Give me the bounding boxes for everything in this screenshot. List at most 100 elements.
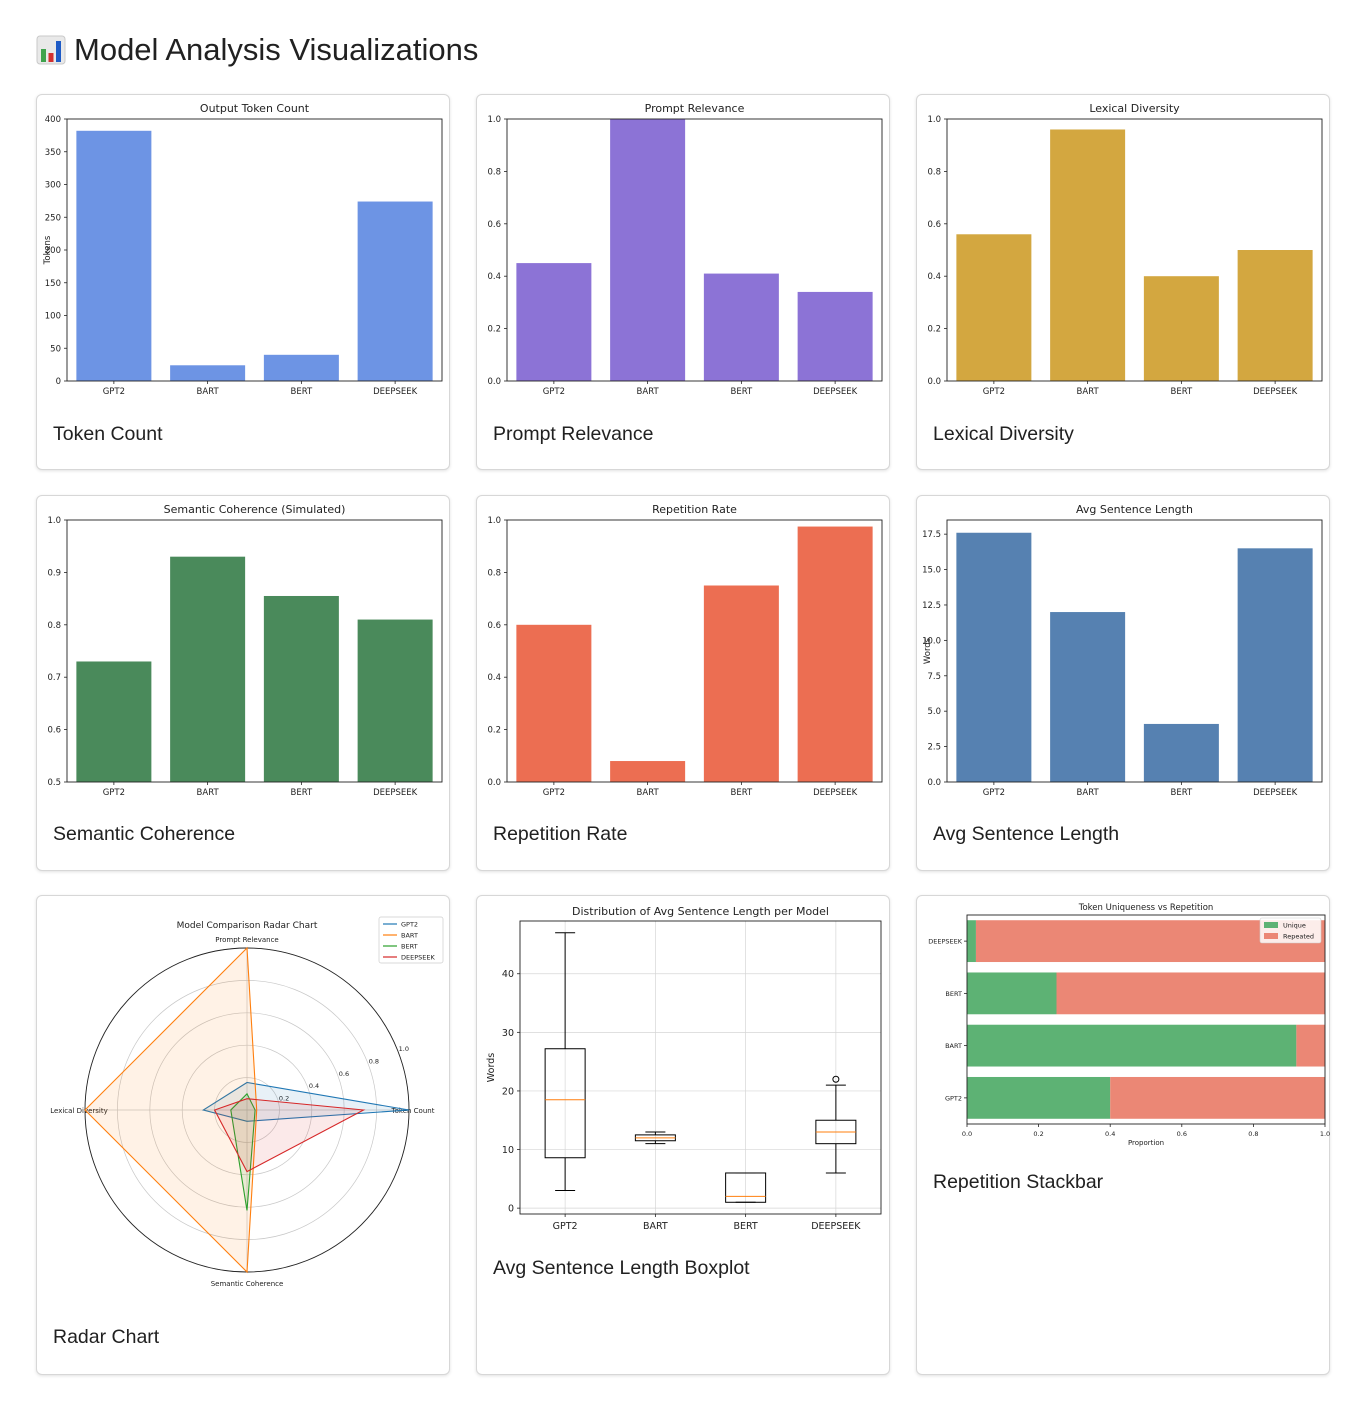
page-title: Model Analysis Visualizations: [36, 32, 478, 68]
x-tick-label: BART: [197, 387, 220, 397]
bar: [703, 585, 779, 782]
bar: [76, 661, 152, 782]
x-tick-label: 0.8: [1248, 1130, 1258, 1138]
legend-label: Unique: [1283, 922, 1306, 930]
chart-title: Avg Sentence Length: [1076, 503, 1193, 516]
y-tick-label: 350: [45, 148, 61, 158]
radar-axis-label: Lexical Diversity: [50, 1107, 108, 1115]
card-title: Avg Sentence Length: [933, 823, 1120, 845]
y-tick-label: 150: [45, 279, 61, 289]
x-tick-label: GPT2: [543, 788, 565, 798]
y-tick-label: 17.5: [922, 530, 941, 540]
x-tick-label: 0.2: [1033, 1130, 1043, 1138]
card-title: Token Count: [53, 423, 163, 445]
x-tick-label: 0.6: [1177, 1130, 1187, 1138]
x-tick-label: GPT2: [983, 788, 1005, 798]
card-title: Lexical Diversity: [933, 423, 1074, 445]
x-tick-label: BART: [637, 788, 660, 798]
y-tick-label: 250: [45, 213, 61, 223]
bar-unique: [967, 972, 1057, 1015]
bar: [1050, 612, 1126, 782]
x-tick-label: DEEPSEEK: [813, 387, 858, 397]
boxplot-chart: Distribution of Avg Sentence Length per …: [486, 905, 882, 1232]
y-tick-label: 0.8: [487, 167, 501, 177]
bar: [1143, 723, 1219, 782]
x-tick-label: BERT: [291, 788, 313, 798]
bar: [1050, 129, 1126, 381]
x-tick-label: BART: [637, 387, 660, 397]
y-tick-label: 0.6: [47, 726, 61, 736]
y-tick-label: 1.0: [487, 516, 501, 526]
y-tick-label: DEEPSEEK: [928, 938, 962, 946]
y-tick-label: 10.0: [922, 636, 941, 646]
radar-axis-label: Token Count: [391, 1107, 435, 1115]
x-tick-label: 1.0: [1320, 1130, 1330, 1138]
x-tick-label: DEEPSEEK: [373, 387, 418, 397]
bar-unique: [967, 1024, 1297, 1067]
x-tick-label: 0.0: [962, 1130, 972, 1138]
semantic-coherence-chart: Semantic Coherence (Simulated) GPT2 BART BE…: [47, 503, 443, 798]
y-tick-label: BART: [945, 1042, 962, 1050]
y-tick-label: 40: [502, 969, 514, 980]
box: [544, 1048, 586, 1159]
card-repetition-stackbar: Token Uniqueness vs Repetition GPT2 BART BE…: [916, 895, 1330, 1375]
x-tick-label: DEEPSEEK: [373, 788, 418, 798]
y-tick-label: 400: [45, 115, 61, 125]
radar-axis-label: Prompt Relevance: [215, 936, 278, 944]
y-tick-label: 0: [56, 377, 61, 387]
legend-label: GPT2: [401, 921, 418, 929]
y-tick-label: 0.8: [487, 568, 501, 578]
card-title: Repetition Stackbar: [933, 1171, 1104, 1193]
radar-series-deepseek: [213, 1098, 366, 1173]
x-tick-label: GPT2: [553, 1221, 578, 1232]
card-avg-sentence-length: Avg Sentence Length GPT2 BART BERT DEEPSEEK 0…: [916, 495, 1330, 871]
plot-frame: [66, 118, 443, 382]
y-axis-label: Words: [923, 637, 933, 664]
bar: [357, 619, 433, 782]
radar-series-bart: [84, 946, 258, 1274]
y-tick-label: 0.4: [487, 673, 501, 683]
x-tick-label: BART: [643, 1221, 668, 1232]
x-tick-label: BERT: [731, 788, 753, 798]
x-tick-label: GPT2: [543, 387, 565, 397]
x-tick-label: BERT: [291, 387, 313, 397]
chart-title: Repetition Rate: [652, 503, 737, 516]
x-tick-label: BERT: [731, 387, 753, 397]
y-tick-label: 100: [45, 312, 61, 322]
y-tick-label: BERT: [945, 990, 962, 998]
y-tick-label: 2.5: [927, 743, 941, 753]
bar: [1143, 276, 1219, 381]
y-tick-label: 1.0: [487, 115, 501, 125]
legend-label: BART: [401, 932, 418, 940]
plot-frame: [519, 920, 882, 1215]
chart-title: Token Uniqueness vs Repetition: [1078, 903, 1214, 913]
bar: [516, 263, 592, 381]
y-tick-label: 10: [502, 1145, 514, 1156]
x-tick-label: DEEPSEEK: [1253, 387, 1298, 397]
bar-chart-icon: [36, 35, 66, 65]
legend-label: Repeated: [1283, 933, 1314, 941]
bar-repeated: [1110, 1076, 1325, 1119]
bar-repeated: [1056, 972, 1325, 1015]
plot-frame: [946, 519, 1323, 783]
chart-title: Output Token Count: [200, 102, 310, 115]
card-title: Radar Chart: [53, 1326, 160, 1348]
plot-frame: [966, 914, 1326, 1125]
bar: [610, 119, 686, 381]
plot-frame: [506, 519, 883, 783]
radar-axis-label: Semantic Coherence: [211, 1280, 284, 1288]
plot-frame: [66, 519, 443, 783]
y-tick-label: 0.4: [927, 272, 941, 282]
x-axis-label: Proportion: [1128, 1139, 1164, 1147]
y-tick-label: 12.5: [922, 601, 941, 611]
y-tick-label: 0.6: [487, 621, 501, 631]
bar: [797, 291, 873, 381]
y-tick-label: 1.0: [47, 516, 61, 526]
bar: [797, 526, 873, 782]
bar-unique: [967, 1076, 1111, 1119]
legend-box: [378, 916, 444, 964]
y-tick-label: 0.6: [487, 220, 501, 230]
y-tick-label: 0.9: [47, 568, 61, 578]
card-semantic-coherence: Semantic Coherence (Simulated) GPT2 BART BE…: [36, 495, 450, 871]
legend-swatch: [1264, 933, 1278, 939]
